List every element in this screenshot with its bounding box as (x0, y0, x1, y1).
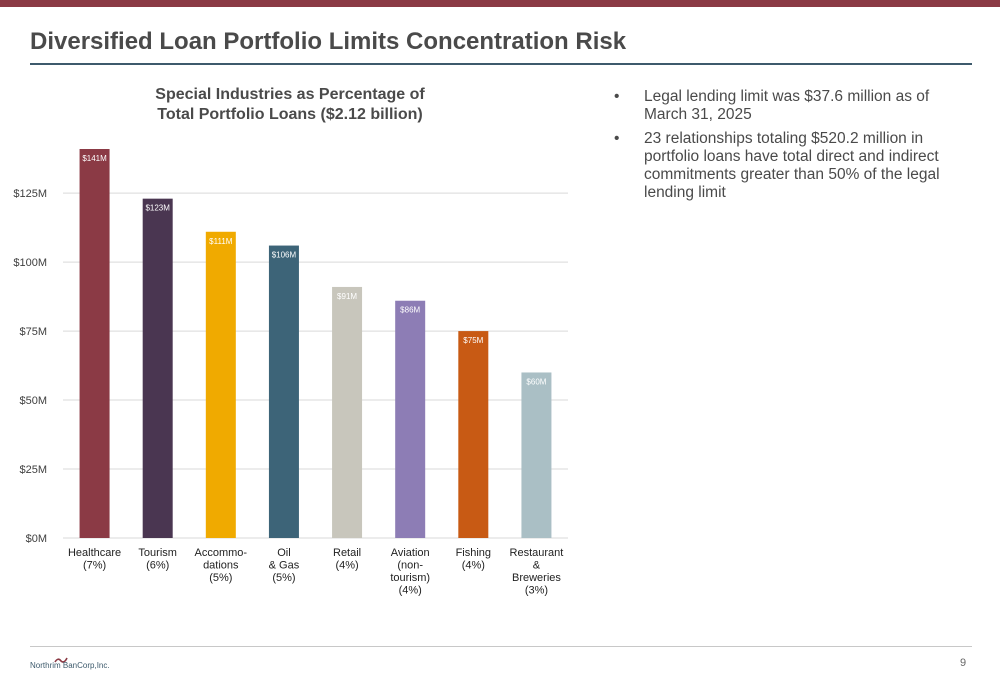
bar (205, 231, 236, 538)
bar-chart: $0M $25M $50M $75M $100M $125M $141M Healthcare… (13, 149, 568, 597)
bullet-marker: • (614, 130, 620, 147)
bar (458, 331, 489, 538)
bullet-text: Legal lending limit was $37.6 million as… (644, 88, 930, 123)
y-tick-label: $125M (13, 188, 47, 200)
x-tick-label: Aviation (391, 547, 430, 559)
bar (142, 198, 173, 538)
bar-value-label: $60M (526, 377, 546, 386)
footer-divider (30, 646, 972, 647)
page-title: Diversified Loan Portfolio Limits Concen… (30, 28, 627, 55)
x-tick-label: (7%) (83, 560, 106, 572)
bar-value-label: $75M (463, 336, 483, 345)
x-tick-label: (3%) (525, 585, 548, 597)
bullet-marker: • (614, 88, 620, 105)
x-tick-label: Restaurant (510, 547, 564, 559)
x-tick-label: Tourism (138, 547, 177, 559)
bar (268, 245, 299, 538)
bullet-item: • Legal lending limit was $37.6 million … (614, 88, 974, 124)
bar-value-label: $123M (145, 204, 170, 213)
y-tick-label: $75M (19, 326, 47, 338)
x-tick-label: Retail (333, 547, 361, 559)
title-divider (30, 63, 972, 65)
chart-title-line-1: Special Industries as Percentage of (155, 86, 425, 103)
x-tick-label: Oil (277, 547, 290, 559)
y-tick-label: $0M (26, 533, 47, 545)
x-tick-label: Accommo- (195, 547, 248, 559)
bar (395, 300, 426, 538)
x-tick-label: Healthcare (68, 547, 121, 559)
bar (79, 149, 110, 538)
x-tick-label: Fishing (456, 547, 491, 559)
x-tick-label: & Gas (269, 560, 300, 572)
x-tick-label: (4%) (399, 585, 422, 597)
bar-value-label: $106M (272, 251, 297, 260)
x-tick-label: (4%) (462, 560, 485, 572)
chart-title-line-2: Total Portfolio Loans ($2.12 billion) (157, 106, 423, 123)
logo-mark-icon (54, 657, 68, 663)
x-tick-label: (4%) (335, 560, 358, 572)
bar (332, 286, 363, 538)
x-tick-label: (5%) (209, 572, 232, 584)
x-tick-label: & (533, 560, 541, 572)
bar (521, 372, 552, 538)
bar-value-label: $111M (209, 237, 233, 246)
bar-value-label: $141M (82, 154, 107, 163)
y-tick-label: $50M (19, 395, 47, 407)
x-tick-label: (non- (397, 560, 423, 572)
x-tick-label: (5%) (272, 572, 295, 584)
bullet-list: • Legal lending limit was $37.6 million … (614, 88, 974, 208)
y-tick-label: $25M (19, 464, 47, 476)
bar-value-label: $86M (400, 306, 420, 315)
x-tick-label: dations (203, 560, 239, 572)
page-number: 9 (960, 657, 967, 669)
bar-value-label: $91M (337, 292, 357, 301)
bullet-item: • 23 relationships totaling $520.2 milli… (614, 130, 974, 202)
x-tick-label: tourism) (390, 572, 430, 584)
top-accent-bar (0, 0, 1000, 7)
chart-title: Special Industries as Percentage of Tota… (110, 85, 470, 125)
bullet-text: 23 relationships totaling $520.2 million… (644, 130, 940, 201)
logo-text: Northrim BanCorp,Inc. (30, 661, 110, 670)
y-tick-label: $100M (13, 257, 47, 269)
x-tick-label: (6%) (146, 560, 169, 572)
x-tick-label: Breweries (512, 572, 561, 584)
